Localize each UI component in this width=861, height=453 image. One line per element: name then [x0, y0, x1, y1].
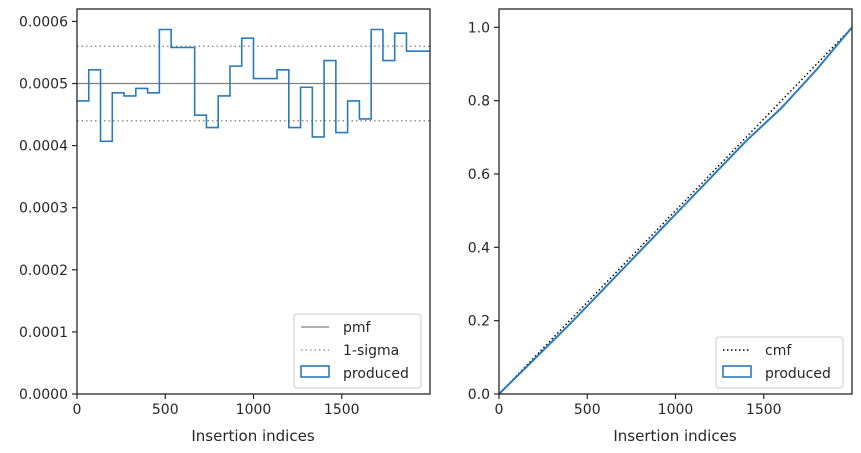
- left-y-ticks: 0.0000 0.0001 0.0002 0.0003 0.0004 0.0005 0.00…: [19, 14, 77, 403]
- right-legend-cmf-label: cmf: [765, 343, 792, 359]
- left-x-ticks: 0 500 1000 1500: [73, 394, 360, 418]
- left-x-axis-label: Insertion indices: [191, 427, 314, 445]
- left-legend-produced-swatch: [300, 365, 330, 378]
- right-legend-produced-label: produced: [765, 366, 831, 382]
- left-y-tick-label: 0.0004: [19, 139, 68, 155]
- right-x-tick-label: 500: [574, 402, 601, 418]
- left-y-tick-label: 0.0002: [19, 263, 68, 279]
- right-x-axis-label: Insertion indices: [613, 427, 736, 445]
- right-cmf-line: [498, 26, 853, 395]
- left-y-tick-label: 0.0005: [19, 77, 68, 93]
- left-produced-histogram: [77, 28, 430, 143]
- left-legend-pmf-label: pmf: [343, 320, 372, 336]
- right-x-tick-label: 1500: [746, 402, 782, 418]
- right-axes-frame: [498, 8, 853, 395]
- left-axes-frame: [76, 8, 431, 395]
- left-chart: 0.0000 0.0001 0.0002 0.0003 0.0004 0.0005 0.00…: [19, 8, 431, 445]
- left-y-tick-label: 0.0001: [19, 325, 68, 341]
- right-y-tick-label: 0.8: [468, 94, 490, 110]
- right-produced-line: [498, 26, 853, 395]
- right-legend: cmf produced: [715, 336, 844, 389]
- left-y-tick-label: 0.0003: [19, 201, 68, 217]
- left-legend-box: [293, 313, 422, 389]
- right-chart: 0.0 0.2 0.4 0.6 0.8 1.0 0 500 1000 1500 Insertio…: [468, 8, 853, 445]
- right-y-tick-label: 0.6: [468, 167, 490, 183]
- left-legend-sigma-label: 1-sigma: [343, 343, 399, 359]
- right-x-ticks: 0 500 1000 1500: [495, 394, 782, 418]
- right-y-tick-label: 0.2: [468, 314, 490, 330]
- right-x-tick-label: 0: [495, 402, 504, 418]
- left-legend-produced-label: produced: [343, 366, 409, 382]
- right-y-tick-label: 1.0: [468, 20, 490, 36]
- left-x-tick-label: 500: [152, 402, 179, 418]
- left-y-tick-label: 0.0006: [19, 14, 68, 30]
- left-legend: pmf 1-sigma produced: [293, 313, 422, 389]
- left-y-tick-label: 0.0000: [19, 387, 68, 403]
- right-y-tick-label: 0.0: [468, 387, 490, 403]
- left-x-tick-label: 1500: [324, 402, 360, 418]
- right-legend-produced-swatch: [722, 365, 752, 378]
- left-x-tick-label: 0: [73, 402, 82, 418]
- left-x-tick-label: 1000: [236, 402, 272, 418]
- right-x-tick-label: 1000: [658, 402, 694, 418]
- right-y-ticks: 0.0 0.2 0.4 0.6 0.8 1.0: [468, 20, 499, 403]
- right-y-tick-label: 0.4: [468, 240, 490, 256]
